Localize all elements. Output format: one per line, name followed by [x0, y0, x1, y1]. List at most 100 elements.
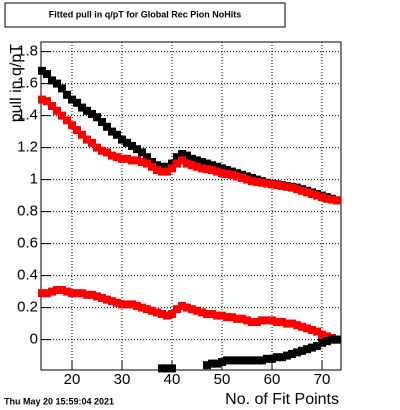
marker [198, 158, 206, 166]
marker [288, 183, 296, 192]
marker [243, 175, 251, 184]
marker [48, 287, 56, 296]
marker [303, 188, 311, 197]
marker [203, 361, 211, 370]
marker [268, 316, 276, 325]
marker [278, 182, 286, 190]
marker [248, 177, 256, 186]
marker [248, 356, 256, 365]
marker [328, 335, 336, 344]
marker [268, 180, 276, 189]
marker [133, 302, 141, 310]
y-tick-label: 0.8 [17, 203, 38, 220]
marker [73, 289, 81, 298]
marker [103, 295, 111, 304]
marker [153, 308, 161, 317]
plot-frame [40, 41, 342, 371]
marker [313, 327, 321, 336]
y-tick-label: 1 [30, 171, 38, 188]
marker [63, 90, 71, 99]
marker [168, 364, 176, 373]
marker [178, 150, 186, 158]
marker [243, 316, 251, 325]
marker [108, 127, 116, 136]
marker [313, 342, 321, 350]
marker [193, 306, 201, 315]
marker [218, 169, 226, 178]
marker [48, 102, 56, 110]
title-box [4, 2, 286, 28]
marker [303, 324, 311, 333]
marker [113, 153, 121, 162]
x-axis-title: No. of Fit Points [225, 391, 339, 408]
marker [208, 310, 216, 318]
x-tick-label: 50 [214, 371, 231, 388]
marker [203, 165, 211, 174]
marker [283, 319, 291, 328]
marker [133, 156, 141, 165]
marker [53, 106, 61, 115]
marker [263, 354, 271, 363]
marker [333, 196, 341, 205]
y-tick-label: 0.4 [17, 267, 38, 284]
marker [183, 151, 191, 160]
marker [213, 311, 221, 320]
marker [303, 345, 311, 354]
marker [78, 130, 86, 139]
marker [258, 316, 266, 325]
marker [198, 308, 206, 317]
marker [113, 298, 121, 307]
marker [73, 126, 81, 134]
marker [163, 364, 171, 373]
marker [48, 76, 56, 85]
marker [168, 159, 176, 168]
marker [148, 306, 156, 315]
marker [218, 164, 226, 173]
marker [38, 66, 46, 75]
marker [43, 70, 51, 78]
marker [283, 351, 291, 360]
marker [308, 343, 316, 352]
marker [73, 98, 81, 107]
marker [298, 186, 306, 195]
timestamp: Thu May 20 15:59:04 2021 [4, 396, 114, 406]
marker [163, 167, 171, 176]
marker [308, 190, 316, 198]
marker [213, 162, 221, 171]
marker [318, 193, 326, 202]
marker [53, 79, 61, 88]
marker [83, 290, 91, 299]
marker [83, 135, 91, 144]
marker [273, 353, 281, 362]
marker [188, 154, 196, 163]
marker [43, 97, 51, 106]
marker [318, 338, 326, 347]
marker [143, 305, 151, 314]
marker [58, 111, 66, 120]
marker [88, 110, 96, 118]
marker [293, 185, 301, 194]
marker [218, 311, 226, 320]
marker [163, 311, 171, 320]
chart-title: Fitted pull in q/pT for Global Rec Pion … [49, 9, 242, 19]
y-tick-label: 0.6 [17, 235, 38, 252]
marker [93, 292, 101, 301]
marker [308, 326, 316, 334]
marker [193, 162, 201, 171]
marker [278, 318, 286, 326]
marker [143, 159, 151, 168]
marker [228, 313, 236, 322]
marker [103, 148, 111, 157]
marker [93, 113, 101, 122]
marker [128, 156, 136, 165]
marker [238, 356, 246, 365]
marker [63, 116, 71, 125]
marker [183, 159, 191, 168]
marker [208, 359, 216, 368]
marker [58, 286, 66, 294]
marker [213, 167, 221, 176]
marker [263, 179, 271, 188]
marker [138, 303, 146, 312]
marker [68, 95, 76, 104]
